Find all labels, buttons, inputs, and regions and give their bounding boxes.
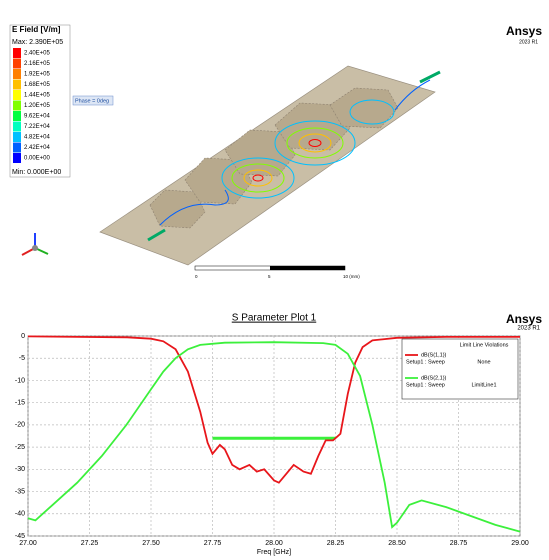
y-tick-label: -15 [15,400,25,407]
legend-setup: Setup1 : Sweep [406,359,445,365]
color-swatch [13,111,21,121]
color-swatch [13,132,21,142]
color-swatch [13,90,21,100]
x-tick-label: 28.00 [265,540,283,547]
scale-label: 10 (mm) [343,274,360,279]
y-tick-label: -40 [15,511,25,518]
legend-name: dB(S(2,1)) [421,375,447,381]
y-tick-label: -25 [15,444,25,451]
scale-label: 0 [195,274,198,279]
color-swatch [13,79,21,90]
x-tick-label: 29.00 [511,540,529,547]
x-tick-label: 28.50 [388,540,406,547]
x-tick-label: 28.25 [327,540,345,547]
series-line [27,335,520,484]
y-tick-label: -10 [15,377,25,384]
brand-version: 2023 R1 [519,39,538,45]
color-swatch [13,58,21,69]
color-swatch [13,69,21,79]
x-tick-label: 27.00 [19,540,37,547]
color-swatch [13,48,21,58]
level-label: 1.68E+05 [24,82,51,88]
brand: Ansys [506,312,542,326]
min-label: Min: 0.000E+00 [12,169,61,176]
x-tick-label: 27.75 [204,540,222,547]
level-label: 2.42E+04 [24,145,51,151]
legend-setup: Setup1 : Sweep [406,382,445,388]
legend-violation: None [477,359,490,365]
legend-violation: LimitLine1 [471,382,496,388]
model-view [21,65,441,271]
scale-label: 5 [268,274,271,279]
y-tick-label: -35 [15,488,25,495]
brand: Ansys [506,24,542,38]
series-line [27,341,521,533]
level-label: 7.22E+04 [24,124,51,130]
max-label: Max: 2.390E+05 [12,39,63,46]
y-tick-label: -20 [15,422,25,429]
y-tick-label: -45 [15,533,25,540]
phase-label: Phase = 0deg [75,98,109,104]
level-label: 1.44E+05 [24,93,51,99]
level-label: 2.40E+05 [24,51,51,57]
x-tick-label: 28.75 [450,540,468,547]
level-label: 2.16E+05 [24,61,51,67]
legend-name: dB(S(1,1)) [421,352,447,358]
legend-title: E Field [V/m] [12,25,61,34]
level-label: 9.62E+04 [24,114,51,120]
x-axis-label: Freq [GHz] [257,549,291,556]
legend-box [401,338,519,400]
color-swatch [13,142,21,153]
color-swatch [13,121,21,132]
y-tick-label: -30 [15,466,25,473]
phase-box [72,95,114,106]
level-label: 1.92E+05 [24,72,51,78]
level-label: 4.82E+04 [24,135,51,141]
legend-header: Limit Line Violations [460,342,509,348]
color-swatch [13,100,21,111]
chart-title: S Parameter Plot 1 [232,313,317,324]
color-swatch [13,153,21,163]
level-label: 0.00E+00 [24,156,51,162]
brand-version: 2023 R1 [517,326,540,332]
y-tick-label: 0 [21,333,25,340]
y-tick-label: -5 [19,355,25,362]
x-tick-label: 27.25 [81,540,99,547]
x-tick-label: 27.50 [142,540,160,547]
level-label: 1.20E+05 [24,103,51,109]
